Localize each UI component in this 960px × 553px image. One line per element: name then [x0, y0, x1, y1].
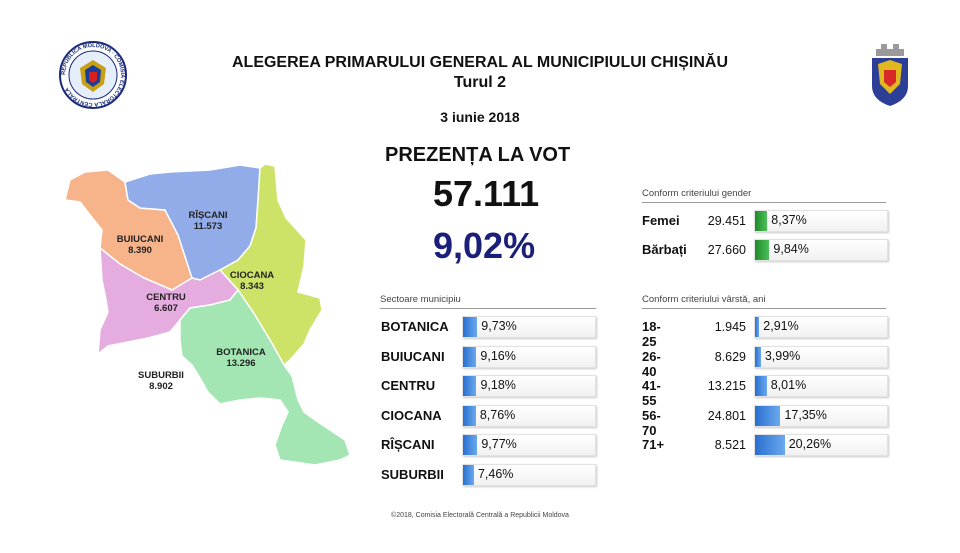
map-label-centru: CENTRU 6.607 — [146, 292, 186, 314]
sector-row-bar: 7,46% — [462, 463, 596, 486]
sector-map: RÎȘCANI 11.573 BUIUCANI 8.390 CIOCANA 8.343… — [60, 160, 380, 470]
map-label-botanica: BOTANICA 13.296 — [216, 347, 266, 369]
map-label-buiucani: BUIUCANI 8.390 — [116, 234, 164, 256]
page-title: ALEGEREA PRIMARULUI GENERAL AL MUNICIPIU… — [231, 54, 728, 71]
age-row-bar-fill — [755, 405, 781, 426]
age-row-bar: 20,26% — [754, 434, 888, 456]
age-row-label: 26-40 — [642, 348, 661, 379]
cec-seal-logo: REPUBLICA MOLDOVA · COMISIA ELECTORALĂ C… — [58, 40, 128, 110]
turnout-count: 57.111 — [433, 173, 540, 214]
age-row-label: 71+ — [642, 437, 665, 452]
map-region-ciocana — [218, 163, 323, 367]
age-row-percent: 2,91% — [763, 319, 799, 333]
age-row-count: 8.629 — [714, 349, 746, 364]
age-row-count: 13.215 — [707, 379, 746, 393]
age-row-bar: 17,35% — [754, 404, 888, 427]
gender-row-percent: 9,84% — [773, 242, 809, 256]
age-row-label: 41-55 — [642, 378, 661, 408]
gender-row-bar-fill — [755, 211, 768, 231]
sector-row-bar: 9,18% — [462, 375, 596, 397]
age-row-bar-fill — [755, 317, 760, 337]
sector-row-bar-fill — [463, 317, 478, 337]
age-row-bar: 3,99% — [754, 345, 888, 368]
turnout-label: PREZENȚA LA VOT — [385, 144, 571, 166]
age-row-bar: 8,01% — [754, 375, 888, 397]
gender-row-percent: 8,37% — [771, 213, 807, 227]
sector-row-bar-fill — [463, 346, 477, 367]
turnout-percent: 9,02% — [433, 225, 536, 266]
sector-row-bar-fill — [463, 405, 476, 426]
age-row-percent: 8,01% — [770, 378, 807, 392]
election-date: 3 iunie 2018 — [440, 109, 520, 125]
sector-row-percent: 8,76% — [479, 407, 516, 422]
age-row-count: 1.945 — [714, 320, 746, 334]
age-heading: Conform criteriului vârstă, ani — [642, 294, 886, 309]
sector-row-bar-fill — [463, 464, 474, 485]
sector-row-label: SUBURBII — [381, 466, 444, 482]
sector-row-bar: 9,73% — [462, 316, 596, 338]
sector-row-label: CENTRU — [381, 378, 436, 393]
age-row-count: 8.521 — [714, 438, 746, 452]
sector-row-bar-fill — [463, 376, 477, 396]
sector-row-percent: 9,18% — [480, 378, 516, 392]
map-label-suburbii: SUBURBII 8.902 — [138, 370, 184, 392]
gender-row-bar: 9,84% — [754, 239, 888, 261]
sector-row-percent: 9,16% — [480, 348, 516, 363]
age-row-percent: 20,26% — [788, 437, 832, 451]
gender-row-count: 27.660 — [707, 243, 746, 257]
age-row-bar-fill — [755, 346, 761, 367]
age-row-count: 24.801 — [707, 408, 746, 423]
gender-row-label: Femei — [642, 213, 680, 228]
sector-row-label: BUIUCANI — [381, 348, 445, 364]
gender-heading: Conform criteriului gender — [642, 188, 886, 203]
sector-row-percent: 9,77% — [481, 437, 517, 451]
sector-row-percent: 7,46% — [477, 466, 514, 481]
sectors-heading: Sectoare municipiu — [380, 294, 596, 309]
gender-row-bar: 8,37% — [754, 210, 888, 232]
age-row-bar-fill — [755, 376, 767, 396]
age-row-bar-fill — [755, 435, 785, 455]
sector-row-bar-fill — [463, 435, 478, 455]
sector-row-label: RÎȘCANI — [381, 437, 435, 452]
age-row-bar: 2,91% — [754, 316, 888, 338]
sector-row-label: CIOCANA — [381, 407, 442, 423]
chisinau-coat-of-arms-logo — [868, 42, 912, 108]
footer-copyright: ©2018, Comisia Electorală Centrală a Rep… — [391, 512, 569, 519]
map-label-riscani: RÎȘCANI 11.573 — [188, 210, 228, 232]
gender-row-label: Bărbați — [642, 242, 687, 257]
age-row-percent: 3,99% — [764, 348, 801, 363]
round-label: Turul 2 — [453, 74, 507, 91]
gender-row-bar-fill — [755, 240, 770, 260]
sector-row-bar: 9,77% — [462, 434, 596, 456]
sector-row-bar: 9,16% — [462, 345, 596, 368]
sector-row-percent: 9,73% — [481, 319, 517, 333]
age-row-label: 18-25 — [642, 319, 661, 349]
sector-row-bar: 8,76% — [462, 404, 596, 427]
age-row-percent: 17,35% — [784, 407, 827, 422]
gender-row-count: 29.451 — [707, 214, 746, 228]
age-row-label: 56-70 — [642, 407, 661, 438]
sector-row-label: BOTANICA — [381, 319, 449, 334]
map-region-botanica — [179, 288, 351, 466]
map-label-ciocana: CIOCANA 8.343 — [229, 270, 275, 292]
